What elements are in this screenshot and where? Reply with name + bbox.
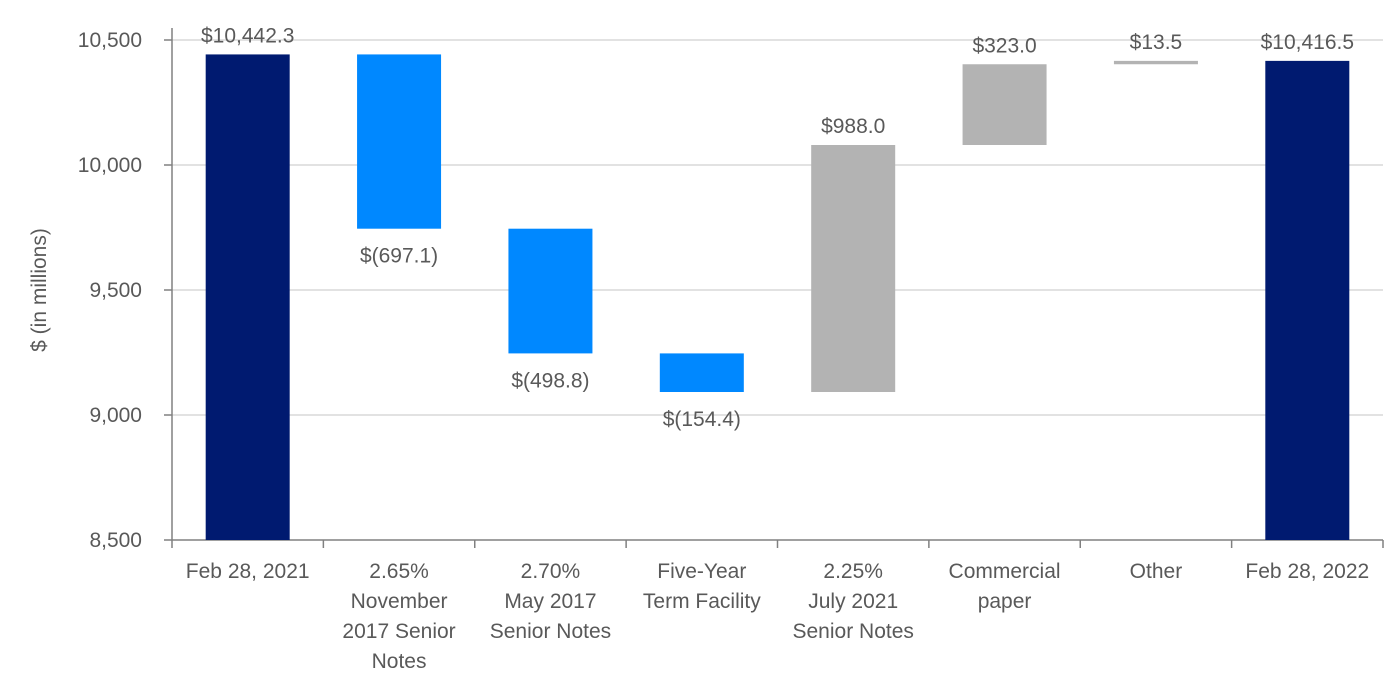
x-category-label: November <box>351 590 448 613</box>
y-tick-label: 10,000 <box>78 154 142 177</box>
x-category-label: Commercial <box>949 560 1061 583</box>
data-labels: $10,442.3 $(697.1) $(498.8) $(154.4) $988.0 $… <box>201 24 1354 431</box>
gridlines <box>172 39 1383 416</box>
x-category-label: Senior Notes <box>792 620 913 643</box>
bar-total <box>1265 60 1350 540</box>
x-category-label: paper <box>978 590 1032 613</box>
y-tick-label: 9,000 <box>89 404 142 427</box>
y-tick-label: 8,500 <box>89 529 142 552</box>
data-label: $10,442.3 <box>201 24 294 47</box>
x-category-label: Senior Notes <box>490 620 611 643</box>
y-axis-title: $ (in millions) <box>28 228 51 352</box>
data-label: $(697.1) <box>360 245 438 268</box>
bars <box>205 54 1350 541</box>
x-category-label: Feb 28, 2022 <box>1245 560 1369 583</box>
data-label: $13.5 <box>1130 31 1183 54</box>
x-category-label: Term Facility <box>643 590 761 613</box>
x-category-label: 2.25% <box>823 560 883 583</box>
x-category-label: July 2021 <box>808 590 898 613</box>
data-label: $988.0 <box>821 115 885 138</box>
x-category-label: Notes <box>372 650 427 673</box>
data-label: $(498.8) <box>511 369 589 392</box>
x-category-label: Other <box>1130 560 1183 583</box>
x-category-label: 2017 Senior <box>342 620 455 643</box>
data-label: $(154.4) <box>663 408 741 431</box>
bar-increase <box>811 145 896 392</box>
category-labels: Feb 28, 2021 2.65% November 2017 Senior Note… <box>186 560 1369 673</box>
bar-total <box>205 54 290 541</box>
bar-increase <box>1113 60 1198 65</box>
data-label: $10,416.5 <box>1261 31 1354 54</box>
bar-decrease <box>508 228 593 354</box>
bar-decrease <box>357 54 442 229</box>
data-label: $323.0 <box>972 34 1036 57</box>
bar-decrease <box>659 353 744 392</box>
y-tick-label: 10,500 <box>78 29 142 52</box>
y-tick-label: 9,500 <box>89 279 142 302</box>
bar-increase <box>962 64 1047 145</box>
x-category-label: May 2017 <box>504 590 596 613</box>
axes: 8,500 9,000 9,500 10,000 10,500 <box>78 28 1384 552</box>
x-category-label: 2.70% <box>521 560 581 583</box>
x-category-label: Feb 28, 2021 <box>186 560 310 583</box>
x-category-label: 2.65% <box>369 560 429 583</box>
x-category-label: Five-Year <box>657 560 746 583</box>
